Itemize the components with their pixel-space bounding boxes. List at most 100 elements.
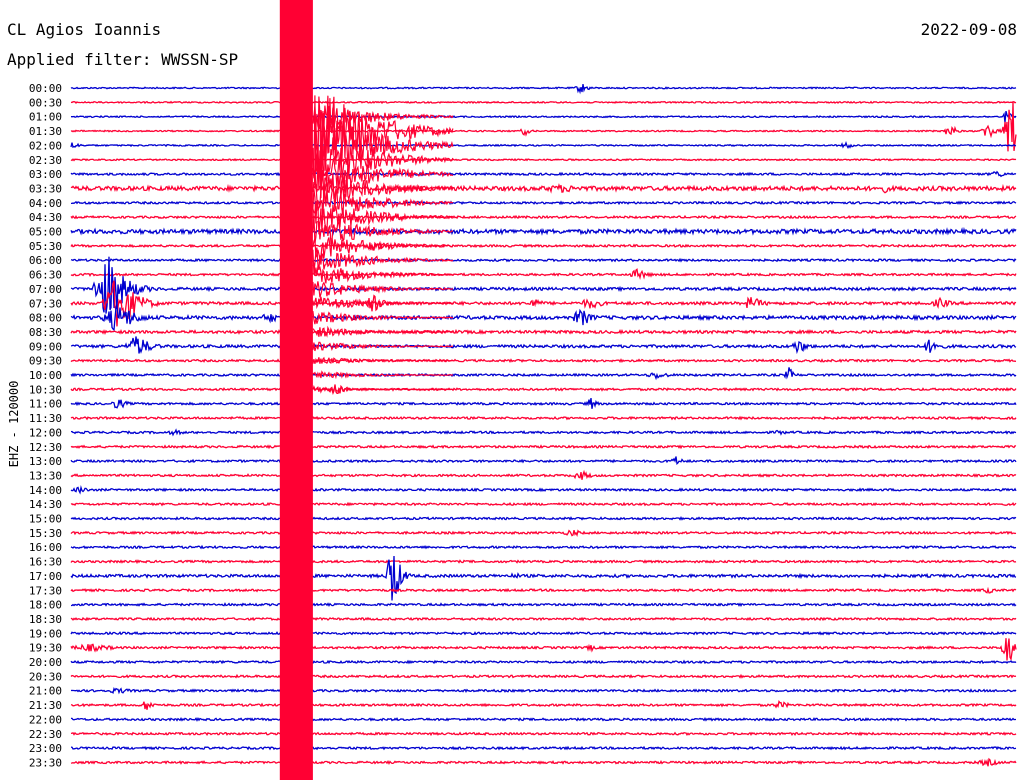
earthquake-coda-row — [312, 170, 454, 212]
time-tick-label: 21:30 — [29, 699, 62, 712]
time-tick-label: 23:30 — [29, 756, 62, 769]
trace-row-1900 — [70, 630, 1017, 636]
time-tick-label: 16:00 — [29, 541, 62, 554]
trace-row-0200 — [70, 140, 1017, 150]
trace-row-0130 — [70, 102, 1017, 152]
trace-row-1330 — [70, 469, 1017, 480]
station-title: CL Agios Ioannis — [7, 20, 162, 39]
trace-row-2200 — [71, 717, 1016, 722]
trace-row-1530 — [70, 529, 1017, 537]
earthquake-coda-row — [312, 311, 453, 325]
time-tick-label: 06:30 — [29, 269, 62, 282]
time-tick-label: 06:00 — [29, 254, 62, 267]
trace-row-0830 — [70, 328, 1017, 336]
time-tick-label: 19:00 — [29, 627, 62, 640]
trace-row-0230 — [70, 158, 1017, 162]
trace-row-1700 — [70, 555, 1017, 601]
earthquake-coda-row — [312, 296, 454, 310]
trace-row-2330 — [70, 757, 1017, 767]
trace-row-1200 — [70, 428, 1017, 437]
earthquake-coda-row — [312, 281, 454, 298]
trace-row-0600 — [70, 257, 1017, 263]
earthquake-coda-row — [312, 105, 454, 131]
trace-row-0700 — [70, 256, 1017, 314]
earthquake-coda-row — [312, 147, 454, 199]
time-tick-label: 03:00 — [29, 168, 62, 181]
trace-row-1600 — [70, 544, 1017, 550]
trace-row-1930 — [70, 638, 1017, 662]
trace-row-0000 — [70, 83, 1017, 95]
time-tick-label: 13:30 — [29, 469, 62, 482]
time-tick-label: 13:00 — [29, 455, 62, 468]
time-tick-label: 02:00 — [29, 139, 62, 152]
time-tick-label: 22:30 — [29, 728, 62, 741]
time-tick-label: 14:00 — [29, 484, 62, 497]
trace-row-1100 — [70, 398, 1017, 409]
trace-row-0530 — [70, 242, 1017, 251]
trace-row-1130 — [70, 415, 1017, 421]
trace-row-2030 — [70, 673, 1017, 679]
trace-row-1430 — [70, 501, 1017, 507]
time-tick-label: 07:00 — [29, 283, 62, 296]
trace-row-2000 — [70, 659, 1017, 665]
time-tick-label: 11:30 — [29, 412, 62, 425]
time-tick-label: 01:00 — [29, 111, 62, 124]
trace-row-1400 — [70, 485, 1017, 495]
trace-row-1630 — [70, 559, 1017, 565]
time-tick-label: 21:00 — [29, 685, 62, 698]
trace-row-2230 — [70, 731, 1017, 737]
time-tick-label: 11:00 — [29, 398, 62, 411]
time-tick-label: 15:00 — [29, 513, 62, 526]
time-tick-label: 22:00 — [29, 713, 62, 726]
earthquake-coda-row — [312, 325, 453, 338]
time-tick-label: 20:30 — [29, 670, 62, 683]
trace-row-0500 — [70, 226, 1017, 237]
trace-row-2100 — [70, 686, 1017, 695]
trace-row-0430 — [70, 214, 1017, 220]
trace-row-0030 — [70, 100, 1017, 105]
time-tick-label: 02:30 — [29, 154, 62, 167]
time-tick-label: 18:00 — [29, 599, 62, 612]
trace-row-0630 — [70, 268, 1017, 281]
earthquake-coda-row — [312, 262, 454, 284]
trace-row-0300 — [70, 170, 1017, 178]
time-tick-label: 00:30 — [29, 96, 62, 109]
time-tick-label: 03:30 — [29, 182, 62, 195]
time-tick-label: 08:00 — [29, 312, 62, 325]
trace-rows — [70, 83, 1017, 767]
trace-row-1830 — [70, 616, 1017, 622]
time-tick-label: 07:30 — [29, 297, 62, 310]
time-tick-label: 05:00 — [29, 226, 62, 239]
time-tick-label: 10:30 — [29, 383, 62, 396]
trace-row-0730 — [70, 280, 1017, 327]
trace-row-2300 — [70, 745, 1017, 751]
trace-row-1300 — [70, 456, 1017, 466]
time-tick-label: 16:30 — [29, 556, 62, 569]
time-tick-label: 09:00 — [29, 340, 62, 353]
trace-row-0400 — [71, 200, 1017, 206]
trace-row-0900 — [70, 336, 1017, 355]
earthquake-coda-row — [312, 214, 454, 245]
time-tick-label: 15:30 — [29, 527, 62, 540]
earthquake-coda-row — [312, 247, 454, 274]
filter-label: Applied filter: WWSSN-SP — [7, 50, 239, 69]
time-tick-label: 12:00 — [29, 426, 62, 439]
time-tick-label: 14:30 — [29, 498, 62, 511]
time-tick-label: 20:00 — [29, 656, 62, 669]
time-tick-label: 10:00 — [29, 369, 62, 382]
time-tick-label: 01:30 — [29, 125, 62, 138]
time-tick-label: 08:30 — [29, 326, 62, 339]
time-tick-label: 12:30 — [29, 441, 62, 454]
earthquake-signal — [279, 0, 454, 780]
time-tick-label: 04:30 — [29, 211, 62, 224]
trace-row-0930 — [70, 358, 1017, 364]
trace-row-1030 — [70, 384, 1017, 395]
trace-row-2130 — [70, 699, 1017, 710]
trace-row-0800 — [70, 303, 1017, 332]
time-tick-label: 19:30 — [29, 642, 62, 655]
earthquake-coda-row — [312, 341, 454, 352]
time-tick-label: 04:00 — [29, 197, 62, 210]
time-tick-label: 00:00 — [29, 82, 62, 95]
